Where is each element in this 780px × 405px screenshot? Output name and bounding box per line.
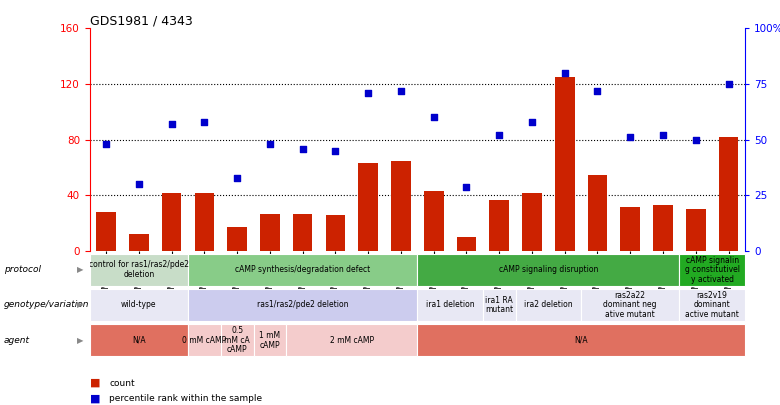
Point [100, 141, 112, 147]
Bar [417, 254, 679, 286]
Text: N/A: N/A [574, 336, 588, 345]
Bar [90, 254, 188, 286]
Bar [96, 212, 116, 251]
Bar [417, 289, 483, 321]
Bar [620, 207, 640, 251]
Bar [90, 289, 188, 321]
Point [264, 141, 276, 147]
Point [624, 134, 636, 141]
Text: percentile rank within the sample: percentile rank within the sample [109, 394, 262, 403]
Bar [653, 205, 673, 251]
Bar [456, 237, 477, 251]
Bar [516, 289, 581, 321]
Point [722, 81, 735, 87]
Text: count: count [109, 379, 135, 388]
Point [198, 119, 211, 125]
Point [657, 132, 669, 139]
Text: ras2a22
dominant neg
ative mutant: ras2a22 dominant neg ative mutant [604, 291, 657, 319]
Bar [188, 324, 221, 356]
Bar [286, 324, 417, 356]
Text: ira1 RA
mutant: ira1 RA mutant [485, 296, 513, 314]
Point [460, 183, 473, 190]
Point [427, 114, 440, 121]
Bar [325, 215, 346, 251]
Bar [581, 289, 679, 321]
Point [591, 87, 604, 94]
Point [395, 87, 407, 94]
Point [296, 145, 309, 152]
Point [362, 90, 374, 96]
Bar [555, 77, 575, 251]
Text: protocol: protocol [4, 265, 41, 274]
Point [231, 174, 243, 181]
Text: ras1/ras2/pde2 deletion: ras1/ras2/pde2 deletion [257, 301, 349, 309]
Bar [686, 209, 706, 251]
Bar [161, 193, 182, 251]
Bar [417, 324, 745, 356]
Bar [129, 234, 149, 251]
Text: cAMP signalin
g constitutivel
y activated: cAMP signalin g constitutivel y activate… [685, 256, 739, 284]
Text: ▶: ▶ [77, 265, 83, 274]
Text: 0.5
mM cA
cAMP: 0.5 mM cA cAMP [224, 326, 250, 354]
Text: 1 mM
cAMP: 1 mM cAMP [259, 331, 281, 350]
Text: genotype/variation: genotype/variation [4, 301, 90, 309]
Bar [194, 193, 215, 251]
Text: 0 mM cAMP: 0 mM cAMP [183, 336, 226, 345]
Text: GDS1981 / 4343: GDS1981 / 4343 [90, 14, 193, 27]
Text: ▶: ▶ [77, 301, 83, 309]
Point [690, 136, 702, 143]
Bar [260, 213, 280, 251]
Bar [679, 289, 745, 321]
Text: cAMP signaling disruption: cAMP signaling disruption [498, 265, 598, 274]
Point [329, 147, 342, 154]
Point [493, 132, 505, 139]
Text: ■: ■ [90, 378, 100, 388]
Bar [489, 200, 509, 251]
Bar [188, 289, 417, 321]
Bar [718, 137, 739, 251]
Bar [358, 163, 378, 251]
Text: wild-type: wild-type [121, 301, 157, 309]
Text: ras2v19
dominant
active mutant: ras2v19 dominant active mutant [685, 291, 739, 319]
Bar [587, 175, 608, 251]
Text: cAMP synthesis/degradation defect: cAMP synthesis/degradation defect [235, 265, 370, 274]
Bar [679, 254, 745, 286]
Point [165, 121, 178, 127]
Bar [254, 324, 286, 356]
Bar [522, 193, 542, 251]
Point [526, 119, 538, 125]
Point [558, 70, 571, 76]
Bar [424, 191, 444, 251]
Bar [227, 228, 247, 251]
Point [133, 181, 145, 188]
Text: ira1 deletion: ira1 deletion [426, 301, 474, 309]
Bar [292, 213, 313, 251]
Text: ■: ■ [90, 394, 100, 403]
Bar [391, 161, 411, 251]
Text: agent: agent [4, 336, 30, 345]
Text: ▶: ▶ [77, 336, 83, 345]
Text: control for ras1/ras2/pde2
deletion: control for ras1/ras2/pde2 deletion [89, 260, 189, 279]
Text: 2 mM cAMP: 2 mM cAMP [330, 336, 374, 345]
Text: N/A: N/A [132, 336, 146, 345]
Bar [483, 289, 516, 321]
Bar [221, 324, 254, 356]
Bar [90, 324, 188, 356]
Text: ira2 deletion: ira2 deletion [524, 301, 573, 309]
Bar [188, 254, 417, 286]
